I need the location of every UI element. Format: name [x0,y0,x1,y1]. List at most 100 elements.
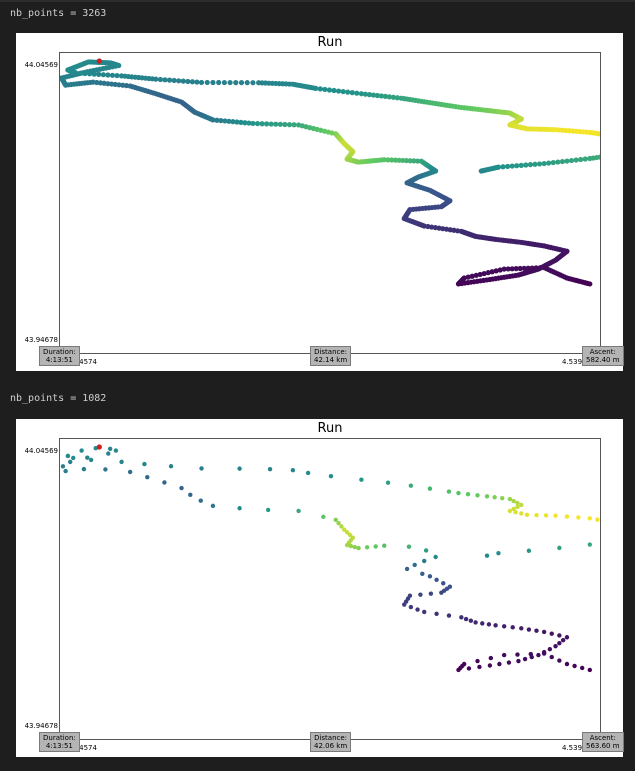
track-point [553,513,558,518]
track-point [549,631,554,636]
track-point [557,633,562,638]
track-point [382,93,388,99]
track-point [493,268,499,274]
track-point [550,159,556,166]
track-point [587,155,593,162]
track-point [386,94,392,100]
track-point [259,121,265,127]
track-point [358,91,365,97]
duration-value: 4:13:51 [45,356,73,364]
track-point [433,554,438,560]
track-point [422,609,427,615]
track-point [564,514,570,519]
track-point [481,270,487,277]
track-point [500,495,505,501]
track-point [277,121,283,127]
track-point [106,451,111,456]
track-point [392,157,398,163]
start-marker [96,444,102,450]
track-point [422,558,427,564]
track-point [573,157,579,163]
track-point [557,658,562,663]
track-point [230,119,236,125]
track-point [468,618,474,623]
track-point [71,455,76,461]
track-point [407,158,413,164]
track-point [493,623,498,628]
track-point [339,524,344,529]
track-point [119,459,124,465]
track-point [85,455,90,460]
track-point [525,265,531,271]
track-point [557,545,562,551]
track-point [344,530,350,535]
track-point [484,494,490,499]
track-point [514,163,520,169]
track-point [521,265,527,271]
track-point [459,615,464,620]
track-point [356,545,361,551]
track-point [238,80,245,86]
track-point [370,92,376,98]
distance-box: Distance: 42.14 km [310,346,352,366]
track-point [67,459,73,465]
duration-box: Duration: 4:13:51 [39,346,80,366]
track-point [344,542,350,548]
track-point [488,655,494,661]
track-point [291,122,297,128]
track-point [185,78,191,85]
track-point [390,94,396,100]
track-point [349,90,355,96]
track-point [234,119,240,125]
track-point [461,661,467,667]
track-point [157,76,164,83]
track-point [489,269,495,275]
track-point [354,90,360,96]
track-point [103,467,108,472]
track-point [465,274,471,280]
track-point [198,79,205,86]
track-point [418,592,423,597]
track-point [477,271,483,278]
track-point [515,500,520,506]
ascent-label: Ascent: [589,348,616,356]
duration-label: Duration: [43,348,76,356]
track-point [273,121,279,127]
track-point [423,548,429,553]
distance-value: 42.14 km [314,356,348,364]
track-point [113,448,119,453]
track-point [461,275,467,281]
track-point [194,79,200,85]
track-point [73,70,79,76]
track-point [396,157,402,163]
track-point [331,87,337,94]
track-point [497,661,502,667]
track-point [522,656,528,662]
track-point [555,159,561,165]
track-point [532,161,538,167]
plot-figure: Run 44.04569 43.94678 4.44574 4.53926 Du… [16,33,624,371]
track-point [477,664,482,670]
track-point [519,502,524,508]
track-point [402,602,407,607]
track-point [96,71,102,77]
track-point [400,157,406,164]
track-point [127,469,133,475]
y-tick-top: 44.04569 [24,447,58,455]
track-point [518,162,524,168]
track-point [226,118,232,124]
track-point [572,663,577,669]
track-point [511,498,516,504]
track-point [305,470,311,476]
track-point [473,272,479,278]
track-point [515,504,520,510]
track-point [524,512,530,517]
track-point [105,72,111,78]
track-point [296,508,301,514]
track-point [559,158,565,165]
track-point [534,512,539,518]
track-point [142,461,147,467]
track-point [378,93,384,99]
track-point [582,156,588,162]
track-point [389,157,395,163]
